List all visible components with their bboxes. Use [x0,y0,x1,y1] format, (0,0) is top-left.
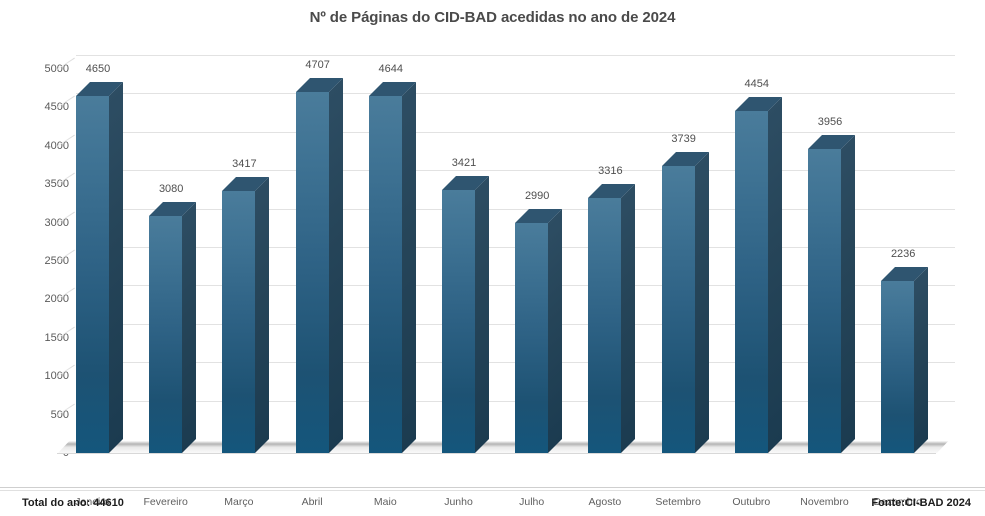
bar-side-face [841,135,855,453]
floor-surface [57,434,955,454]
total-do-ano-label: Total do ano: 44610 [22,497,124,509]
bar-column[interactable] [76,81,123,453]
x-axis-tick-label: Maio [373,496,397,508]
y-axis-tick-label: 2500 [9,255,69,267]
y-axis-tick-label: 3500 [9,178,69,190]
chart-floor [57,434,955,454]
bar-front-face [588,198,622,453]
x-axis-tick-label: Setembro [655,496,701,508]
source-label: Fonte:CI-BAD 2024 [871,497,971,509]
y-axis-tick-label: 500 [50,408,69,421]
footer-divider-bottom [0,490,985,491]
bar-column[interactable] [368,82,416,453]
y-axis-tick-label: 3000 [9,217,69,229]
bar-front-face [881,281,915,453]
y-axis-tick-label: 5000 [9,63,69,75]
x-axis-tick-label: Agosto [588,496,622,508]
bar-value-label: 3739 [671,132,696,145]
bar-value-label: 2236 [890,248,916,261]
bar-value-label: 4650 [85,62,111,75]
gridline [76,55,955,56]
y-axis-tick-label: 1000 [9,370,69,382]
gridline [76,131,955,133]
bar-value-label: 4644 [378,63,404,76]
bar-front-face [295,91,329,453]
bar-value-label: 3417 [232,157,257,170]
x-axis-tick-label: Fevereiro [143,496,188,508]
bar-value-label: 3080 [158,183,184,196]
bar-front-face [515,223,549,453]
bar-value-label: 4454 [744,77,770,90]
bar-value-label: 3316 [598,165,623,178]
x-axis-tick-label: Abril [301,496,323,508]
x-axis-tick-label: Junho [444,496,473,508]
bar-column[interactable] [149,202,197,453]
bar-side-face [475,176,489,453]
page-title: Nº de Páginas do CID-BAD acedidas no ano… [309,9,676,26]
x-axis-tick-label: Dezembro [873,496,922,508]
bar-value-label: 3421 [451,157,477,170]
bar-front-face [149,216,183,453]
gridline [76,170,955,172]
bar-side-face [621,184,636,453]
floor-front-edge [57,453,936,454]
y-axis-tick-label: 4000 [44,139,69,152]
bar-front-face [442,190,475,453]
bar-front-face [661,165,695,453]
bar-value-label: 4707 [305,58,330,71]
bar-column[interactable] [295,77,343,453]
bar-side-face [255,176,270,453]
bar-value-label: 3956 [817,116,843,129]
bar-column[interactable] [661,151,709,453]
bar-side-face [767,96,782,453]
bar-front-face [808,149,841,453]
bar-front-face [76,95,109,453]
bar-side-face [548,209,563,453]
x-axis-tick-label: Janeiro [75,496,110,508]
bar-column[interactable] [734,96,782,453]
bar-column[interactable] [588,184,636,453]
gridline [76,93,955,95]
plot-area: 0500100015002000250030003500400045005000… [0,34,985,508]
gridline [76,208,955,210]
bar-side-face [914,267,929,453]
bar-side-face [328,77,343,453]
bar-side-face [401,82,416,453]
bar-side-face [182,202,197,453]
bar-front-face [734,110,768,453]
x-axis-tick-label: Outubro [732,496,771,508]
bar-side-face [109,81,123,453]
bar-column[interactable] [881,267,929,453]
bar-column[interactable] [808,135,855,453]
footer: Total do ano: 44610 Fonte:CI-BAD 2024 [0,497,985,516]
bar-column[interactable] [222,176,270,453]
bar-front-face [368,96,402,453]
x-axis-tick-label: Julho [519,496,545,508]
bar-column[interactable] [515,209,563,453]
x-axis-tick-label: Março [224,496,254,508]
bar-front-face [222,190,256,453]
x-axis-tick-label: Novembro [800,496,849,508]
y-axis-tick-label: 1500 [44,331,69,344]
bar-column[interactable] [442,176,489,453]
bar-value-label: 2990 [524,190,550,203]
bar-side-face [694,151,709,453]
y-axis-tick-label: 2000 [9,293,69,305]
footer-divider-top [0,487,985,488]
